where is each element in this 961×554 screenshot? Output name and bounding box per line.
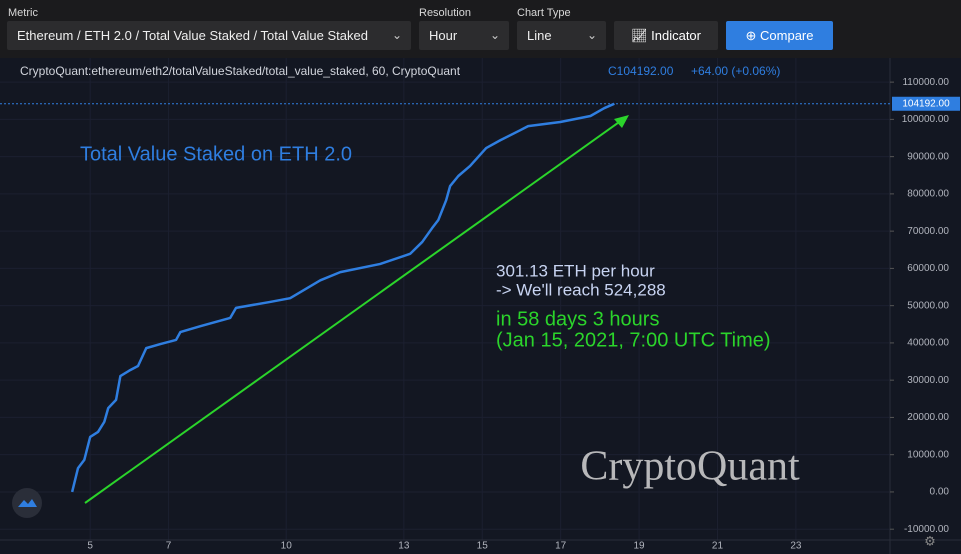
arrow-head [614, 115, 629, 128]
chart-title: Total Value Staked on ETH 2.0 [80, 143, 352, 165]
x-tick-label: 13 [398, 541, 410, 552]
resolution-select[interactable]: Hour ⌄ [419, 21, 509, 50]
settings-icon[interactable]: ⚙ [924, 533, 936, 548]
resolution-value: Hour [429, 28, 458, 43]
toolbar: Metric Ethereum / ETH 2.0 / Total Value … [0, 0, 961, 58]
x-tick-label: 5 [87, 541, 93, 552]
x-tick-label: 15 [477, 541, 489, 552]
indicator-button[interactable]: 📈︎ Indicator [614, 21, 718, 50]
y-tick-label: 40000.00 [907, 338, 949, 349]
y-tick-label: 60000.00 [907, 263, 949, 274]
y-tick-label: 100000.00 [902, 114, 950, 125]
y-tick-label: 0.00 [930, 487, 950, 498]
chart-type-value: Line [527, 28, 552, 43]
y-tick-label: 20000.00 [907, 412, 949, 423]
chart-type-label: Chart Type [517, 7, 571, 19]
metric-label: Metric [8, 7, 38, 19]
y-tick-label: 10000.00 [907, 449, 949, 460]
y-tick-label: 30000.00 [907, 375, 949, 386]
y-tick-label: -10000.00 [904, 524, 949, 535]
x-tick-label: 19 [634, 541, 646, 552]
x-tick-label: 7 [166, 541, 172, 552]
chart-type-select[interactable]: Line ⌄ [517, 21, 606, 50]
metric-select[interactable]: Ethereum / ETH 2.0 / Total Value Staked … [7, 21, 411, 50]
watermark: CryptoQuant [580, 444, 800, 490]
metric-value: Ethereum / ETH 2.0 / Total Value Staked … [17, 28, 368, 43]
price-tag [892, 96, 960, 111]
annotation: -> We'll reach 524,288 [496, 280, 666, 299]
y-tick-label: 90000.00 [907, 151, 949, 162]
x-tick-label: 17 [555, 541, 567, 552]
trend-arrow [84, 119, 623, 504]
y-tick-label: 70000.00 [907, 226, 949, 237]
y-tick-label: 50000.00 [907, 300, 949, 311]
logo-icon [18, 499, 37, 507]
x-tick-label: 21 [712, 541, 724, 552]
annotation: (Jan 15, 2021, 7:00 UTC Time) [496, 329, 771, 351]
annotation: 301.13 ETH per hour [496, 261, 655, 280]
compare-button[interactable]: ⊕ Compare [726, 21, 833, 50]
x-tick-label: 10 [281, 541, 293, 552]
series-line [70, 102, 615, 493]
resolution-label: Resolution [419, 7, 471, 19]
annotation: in 58 days 3 hours [496, 308, 659, 330]
compare-text: Compare [760, 28, 814, 43]
change-value: +64.00 (+0.06%) [691, 64, 780, 78]
y-tick-label: 80000.00 [907, 189, 949, 200]
symbol-title: CryptoQuant:ethereum/eth2/totalValueStak… [20, 64, 461, 78]
indicator-text: Indicator [651, 28, 701, 43]
grid [0, 58, 890, 540]
close-value: C104192.00 [608, 64, 674, 78]
chart: CryptoQuant:ethereum/eth2/totalValueStak… [0, 58, 961, 554]
y-tick-label: 110000.00 [902, 77, 949, 88]
x-tick-label: 23 [790, 541, 802, 552]
price-tag-label: 104192.00 [902, 98, 950, 109]
